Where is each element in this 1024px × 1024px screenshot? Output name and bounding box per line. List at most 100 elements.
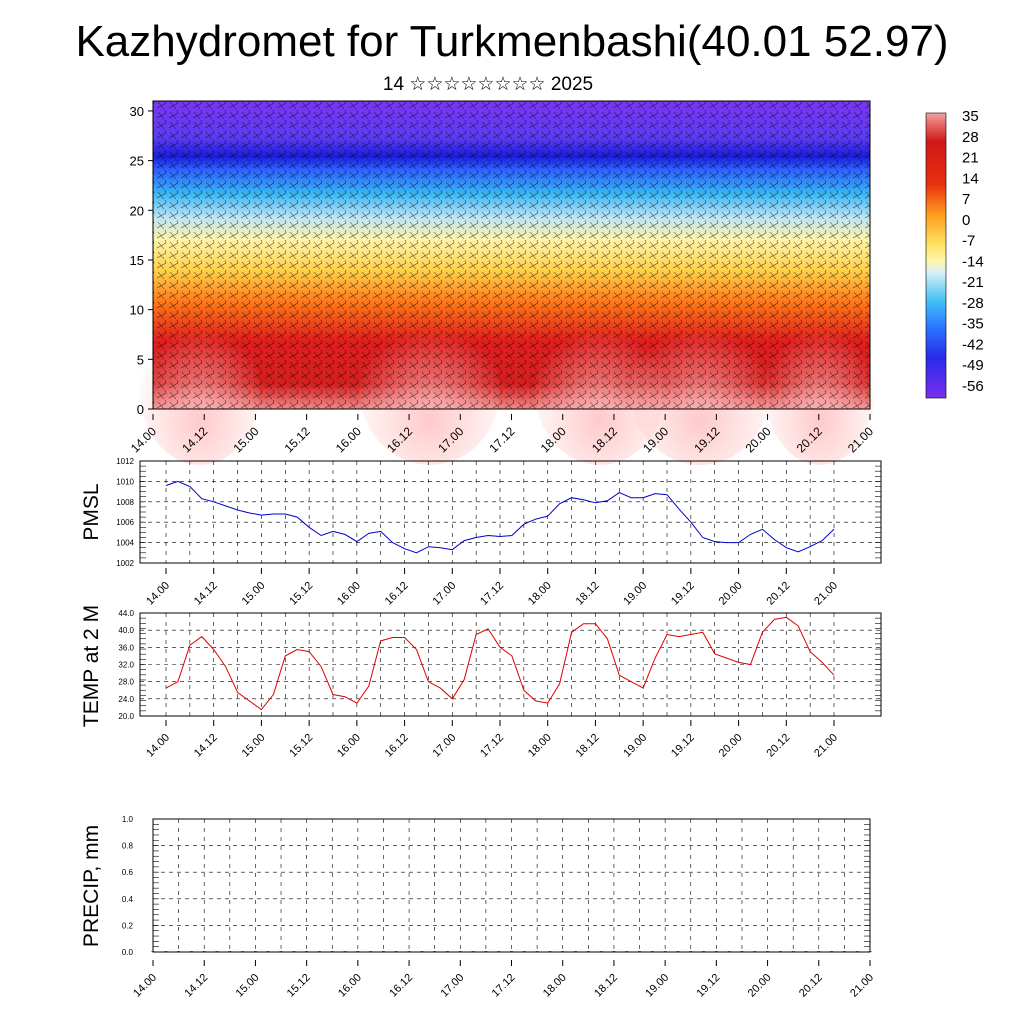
precip-x-tick-label: 20.12	[797, 972, 825, 1000]
precip-bar	[586, 951, 590, 952]
precip-x-tick-label: 17.12	[490, 972, 518, 1000]
colorbar-ramp	[925, 112, 947, 399]
temp-x-tick-label: 14.00	[144, 732, 172, 760]
pmsl-x-tick-label: 20.12	[764, 580, 792, 608]
precip-bar	[317, 951, 321, 952]
heatmap-y-tick-label: 15	[130, 253, 144, 268]
heatmap-x-tick-label: 15.12	[282, 424, 313, 455]
colorbar-label: -42	[962, 336, 984, 353]
precip-bar	[471, 951, 475, 952]
precip-bar	[689, 951, 693, 952]
precip-bar	[369, 951, 373, 952]
temp-x-tick-label: 20.12	[764, 732, 792, 760]
pmsl-x-tick-label: 20.00	[717, 580, 745, 608]
pmsl-x-tick-label: 16.12	[383, 580, 411, 608]
precip-bar	[241, 951, 245, 952]
precip-bar	[279, 951, 283, 952]
precip-y-tick-label: 0.2	[122, 921, 134, 930]
precip-y-tick-label: 0.0	[122, 948, 134, 957]
pmsl-x-tick-label: 19.00	[621, 580, 649, 608]
colorbar-label: -7	[962, 233, 975, 250]
precip-bar	[561, 951, 565, 952]
precip-bar	[842, 951, 846, 952]
heatmap-y-tick-label: 20	[130, 203, 144, 218]
colorbar-label: -28	[962, 295, 984, 312]
precip-y-tick-label: 0.4	[122, 895, 134, 904]
temp-frame	[139, 612, 882, 717]
pmsl-x-tick-label: 15.12	[287, 580, 315, 608]
heatmap-x-tick-label: 17.12	[486, 424, 517, 455]
precip-bar	[855, 951, 859, 952]
precip-bar	[305, 951, 309, 952]
colorbar-label: 21	[962, 150, 979, 167]
temp-y-axis: 20.0 24.0 28.0 32.0 36.0 40.0 44.0	[118, 609, 134, 721]
precip-y-tick-label: 1.0	[122, 815, 134, 824]
precip-bar	[753, 951, 757, 952]
temp-x-tick-label: 20.00	[717, 732, 745, 760]
pmsl-y-tick-label: 1004	[116, 539, 134, 548]
heatmap-x-tick-label: 16.00	[333, 424, 364, 455]
temp-y-tick-label: 40.0	[118, 626, 134, 635]
pmsl-x-tick-label: 21.00	[812, 580, 840, 608]
colorbar-label: 35	[962, 108, 979, 125]
precip-bar	[791, 951, 795, 952]
pmsl-x-tick-label: 18.00	[526, 580, 554, 608]
precip-bar	[484, 951, 488, 952]
precip-bar	[638, 951, 642, 952]
colorbar-label: -49	[962, 357, 984, 374]
precip-bar	[356, 951, 360, 952]
precip-bar	[574, 951, 578, 952]
precip-bar	[778, 951, 782, 952]
precip-bar	[817, 951, 821, 952]
temp-y-tick-label: 20.0	[118, 712, 134, 721]
precip-bar	[740, 951, 744, 952]
pmsl-grid	[140, 460, 881, 564]
precip-bar	[343, 951, 347, 952]
precip-bar	[522, 951, 526, 952]
wind-barbs-layer	[153, 101, 870, 409]
pmsl-y-tick-label: 1012	[116, 457, 134, 466]
temp-y-tick-label: 28.0	[118, 678, 134, 687]
precip-x-tick-label: 16.00	[336, 972, 364, 1000]
pmsl-x-tick-label: 14.12	[192, 580, 220, 608]
pmsl-panel: PMSL 1002 1004 1006 1008 1010 1012 14.00 14.12…	[80, 457, 882, 608]
precip-x-tick-label: 20.00	[746, 972, 774, 1000]
precip-x-tick-label: 16.12	[387, 972, 415, 1000]
pmsl-y-tick-label: 1002	[116, 559, 134, 568]
precip-bar	[266, 951, 270, 952]
precip-bar	[215, 951, 219, 952]
temp-x-tick-label: 15.12	[287, 732, 315, 760]
heatmap-y-tick-label: 5	[137, 352, 144, 367]
temp-y-tick-label: 24.0	[118, 695, 134, 704]
pmsl-x-axis: 14.00 14.12 15.00 15.12 16.00 16.12 17.00 17.12…	[144, 568, 840, 608]
colorbar-label: -14	[962, 253, 984, 270]
pmsl-axis-label: PMSL	[80, 483, 103, 540]
colorbar-label: 7	[962, 191, 970, 208]
pmsl-y-tick-label: 1010	[116, 477, 134, 486]
precip-y-tick-label: 0.8	[122, 842, 134, 851]
precip-bar	[433, 951, 437, 952]
precip-bar	[663, 951, 667, 952]
pmsl-x-tick-label: 15.00	[240, 580, 268, 608]
heatmap-y-axis: 0 5 10 15 20 25 30	[130, 104, 153, 417]
precip-bar	[599, 951, 603, 952]
temp-y-tick-label: 44.0	[118, 609, 134, 618]
temp-axis-label: TEMP at 2 M	[80, 605, 103, 727]
precip-bar	[330, 951, 334, 952]
colorbar-label: -35	[962, 316, 984, 333]
colorbar-label: -56	[962, 378, 984, 395]
temp-x-axis: 14.00 14.12 15.00 15.12 16.00 16.12 17.00 17.12…	[144, 720, 840, 760]
temp-x-tick-label: 16.12	[383, 732, 411, 760]
temp-x-tick-label: 16.00	[335, 732, 363, 760]
temp-y-tick-label: 32.0	[118, 661, 134, 670]
pmsl-x-tick-label: 18.12	[574, 580, 602, 608]
colorbar-label: 28	[962, 129, 979, 146]
precip-x-tick-label: 15.12	[285, 972, 313, 1000]
temp-series-line	[165, 616, 835, 711]
precip-bar	[228, 951, 232, 952]
heatmap-y-tick-label: 10	[130, 303, 144, 318]
temp-x-tick-label: 18.00	[526, 732, 554, 760]
precip-bar	[189, 951, 193, 952]
precip-bar	[151, 951, 155, 952]
